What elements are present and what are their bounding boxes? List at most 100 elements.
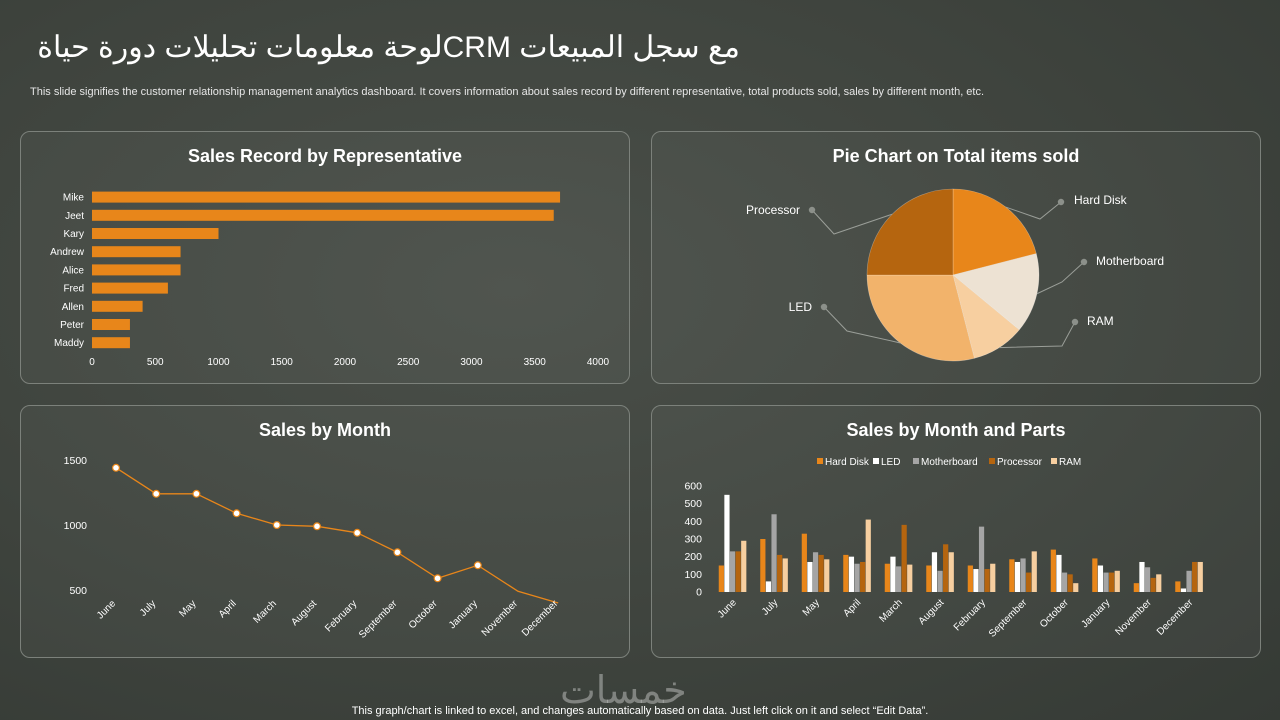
bar-motherboard bbox=[1144, 567, 1151, 592]
data-point bbox=[152, 489, 161, 498]
data-point bbox=[272, 520, 281, 529]
chart-month: 1500 1000 500 June July May April March August Fe… bbox=[64, 455, 561, 641]
pie-label: Motherboard bbox=[1096, 254, 1164, 268]
x-tick-label: May bbox=[801, 597, 822, 618]
bar-ram bbox=[741, 540, 747, 592]
category-label: Fred bbox=[63, 284, 84, 295]
x-tick-label: November bbox=[480, 598, 521, 639]
page-title: مع سجل المبيعات CRMلوحة معلومات تحليلات … bbox=[37, 31, 740, 64]
bar-ram bbox=[948, 552, 954, 592]
page-subtitle: This slide signifies the customer relati… bbox=[30, 86, 985, 98]
legend-swatch bbox=[873, 458, 879, 464]
bar-led bbox=[848, 556, 855, 592]
bar-processor bbox=[860, 561, 866, 592]
category-label: Mike bbox=[63, 193, 85, 204]
x-tick-label: February bbox=[323, 598, 359, 634]
x-tick-label: April bbox=[217, 598, 239, 620]
bar-kary bbox=[92, 228, 219, 239]
bar-motherboard bbox=[1103, 572, 1109, 592]
bar-led bbox=[1056, 554, 1062, 592]
bar-led bbox=[807, 561, 813, 592]
bar-ram bbox=[1156, 574, 1162, 592]
x-tick-label: 2500 bbox=[397, 357, 420, 368]
bar-processor bbox=[901, 524, 907, 592]
bar-motherboard bbox=[1186, 570, 1192, 592]
y-tick-label: 1500 bbox=[64, 455, 88, 467]
bar-processor bbox=[943, 544, 949, 592]
chart-reps: Mike Jeet Kary Andrew Alice Fred Allen Peter Mad… bbox=[50, 191, 610, 368]
legend-label: RAM bbox=[1059, 457, 1081, 468]
x-tick-label: September bbox=[987, 597, 1030, 640]
panel-sales-by-month-and-parts: Sales by Month and Parts June July May Apri… bbox=[651, 405, 1261, 658]
bar-motherboard bbox=[812, 552, 819, 592]
bar-hard-disk bbox=[926, 565, 932, 592]
leader-line bbox=[1036, 261, 1085, 295]
x-tick-label: March bbox=[877, 597, 904, 624]
bar-motherboard bbox=[1061, 572, 1068, 592]
legend-swatch bbox=[817, 458, 823, 464]
bar-ram bbox=[782, 558, 788, 592]
data-point bbox=[393, 548, 402, 557]
bar-hard-disk bbox=[843, 554, 849, 592]
bar-processor bbox=[1109, 572, 1115, 592]
leader-dot bbox=[1057, 198, 1065, 206]
y-tick-label: 500 bbox=[684, 498, 702, 510]
bar-motherboard bbox=[978, 526, 985, 592]
y-tick-label: 100 bbox=[684, 569, 702, 581]
panel-sales-by-representative: Sales Record by Representative Mike Jeet K… bbox=[20, 131, 630, 384]
x-tick-label: 4000 bbox=[587, 357, 610, 368]
bar-motherboard bbox=[854, 563, 860, 592]
data-point bbox=[433, 574, 442, 583]
pie-slice-ram bbox=[952, 274, 1020, 359]
y-tick-label: 400 bbox=[684, 516, 702, 528]
bar-hard-disk bbox=[967, 565, 973, 592]
pie-slice-processor bbox=[866, 188, 954, 276]
leader-line bbox=[1005, 201, 1062, 220]
chart-pie: Hard Disk Motherboard RAM LED Processor bbox=[746, 188, 1164, 362]
bar-processor bbox=[1026, 572, 1032, 592]
pie-label: RAM bbox=[1087, 314, 1114, 328]
bar-allen bbox=[92, 300, 143, 312]
x-tick-label: 3500 bbox=[524, 357, 547, 368]
y-tick-label: 200 bbox=[684, 551, 702, 563]
x-tick-label: December bbox=[520, 598, 561, 639]
x-tick-label: August bbox=[289, 598, 319, 628]
bar-hard-disk bbox=[718, 565, 724, 592]
bar-processor bbox=[777, 554, 783, 592]
x-tick-label: October bbox=[407, 598, 440, 631]
bar-motherboard bbox=[937, 570, 943, 592]
x-tick-label: June bbox=[716, 597, 739, 620]
bar-processor bbox=[1192, 561, 1198, 592]
leader-dot bbox=[1080, 258, 1088, 266]
category-label: Peter bbox=[60, 320, 85, 331]
x-tick-label: June bbox=[95, 598, 118, 621]
x-tick-label: 500 bbox=[147, 357, 164, 368]
bar-processor bbox=[984, 569, 990, 592]
x-tick-label: 1000 bbox=[207, 357, 230, 368]
bar-processor bbox=[818, 554, 824, 592]
chart-parts: June July May April March August February Septe… bbox=[684, 457, 1203, 640]
pie-slice-hard-disk bbox=[952, 188, 1037, 276]
bar-ram bbox=[824, 559, 830, 592]
x-tick-label: March bbox=[251, 598, 278, 625]
bar-hard-disk bbox=[760, 539, 766, 592]
pie-label: LED bbox=[789, 300, 813, 314]
bar-motherboard bbox=[729, 551, 736, 592]
panel-sales-by-month: Sales by Month 1500 1000 500 June July May Apr… bbox=[20, 405, 630, 658]
legend-swatch bbox=[1051, 458, 1057, 464]
bar-ram bbox=[907, 564, 913, 592]
category-label: Kary bbox=[63, 229, 84, 240]
x-tick-label: August bbox=[917, 597, 947, 627]
pie-slice-led bbox=[866, 274, 975, 362]
panel-pie-total-items: Pie Chart on Total items sold Hard Disk M… bbox=[651, 131, 1261, 384]
bar-hard-disk bbox=[1175, 581, 1181, 592]
leader-dot bbox=[1071, 318, 1079, 326]
leader-line bbox=[811, 209, 893, 235]
bar-andrew bbox=[92, 246, 181, 258]
bar-led bbox=[724, 494, 730, 592]
category-label: Jeet bbox=[65, 211, 84, 222]
y-tick-label: 500 bbox=[69, 585, 87, 597]
bar-hard-disk bbox=[1009, 559, 1015, 592]
pie-slice-motherboard bbox=[952, 253, 1040, 331]
watermark-logo: خمسات bbox=[560, 668, 687, 712]
